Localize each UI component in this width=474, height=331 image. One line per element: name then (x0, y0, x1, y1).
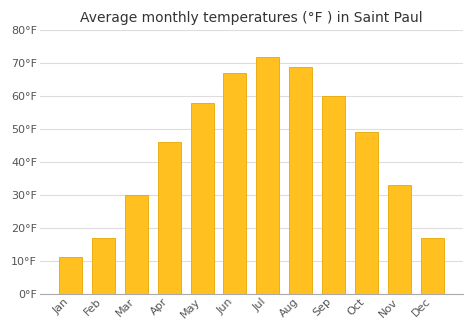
Bar (322, 96, 345, 294)
Bar (355, 132, 378, 294)
Bar (289, 67, 312, 294)
Bar (223, 73, 246, 294)
Bar (191, 103, 214, 294)
Title: Average monthly temperatures (°F ) in Saint Paul: Average monthly temperatures (°F ) in Sa… (80, 11, 423, 25)
Bar (125, 195, 148, 294)
Bar (388, 185, 411, 294)
Bar (256, 57, 279, 294)
Bar (420, 238, 444, 294)
Bar (92, 238, 115, 294)
Bar (59, 258, 82, 294)
Bar (158, 142, 181, 294)
